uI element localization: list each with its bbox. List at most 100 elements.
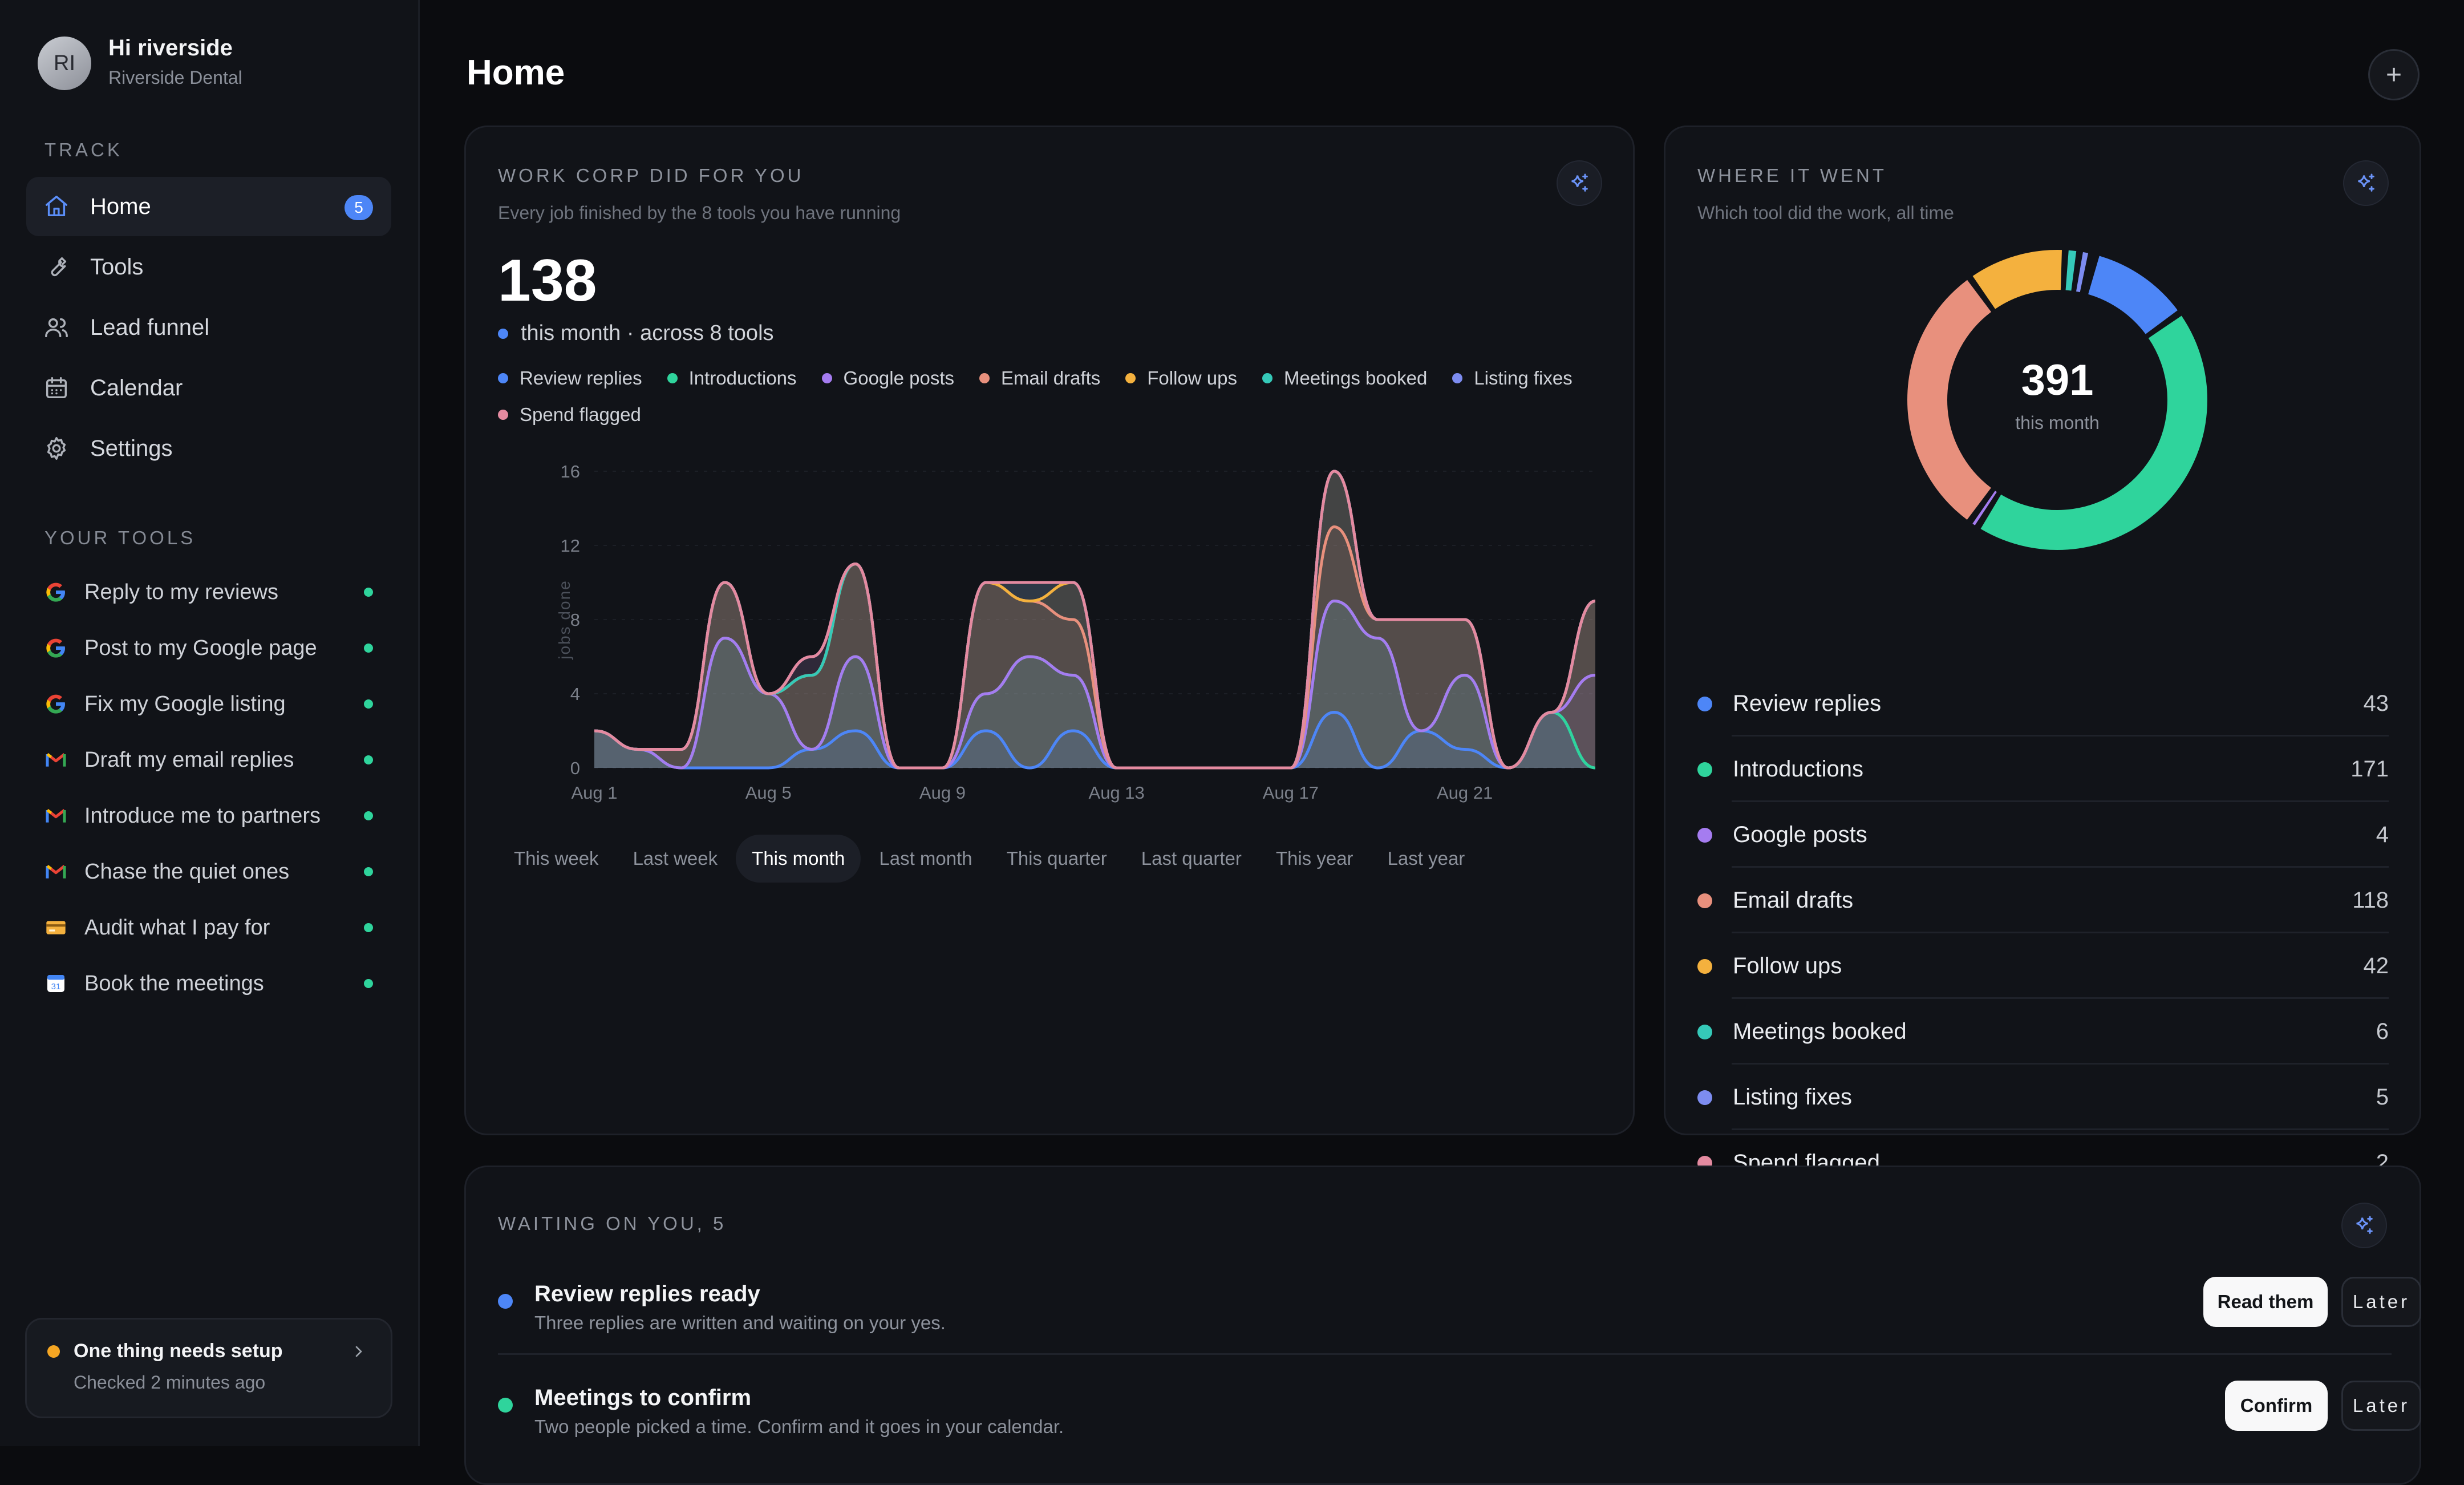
nav-tools[interactable]: Tools <box>26 237 391 297</box>
donut-total: 391 <box>2021 356 2094 404</box>
donut-slice[interactable] <box>1980 315 2207 550</box>
legend-dot <box>667 373 678 383</box>
total-jobs: 138 <box>498 248 597 314</box>
tool-color-dot <box>1697 893 1712 908</box>
where-card: WHERE IT WENT Which tool did the work, a… <box>1664 126 2421 1175</box>
gear-icon <box>47 437 66 460</box>
tool-post-google-page[interactable]: Post to my Google page <box>43 631 380 665</box>
tool-row-label: Introductions <box>1733 756 1864 782</box>
track-heading: TRACK <box>44 139 123 160</box>
chevron-right-icon <box>355 1346 362 1357</box>
later-button[interactable]: Later <box>2341 1277 2421 1327</box>
total-jobs-caption: this month · across 8 tools <box>498 321 774 346</box>
avatar[interactable]: RI <box>38 37 91 90</box>
legend-label: Follow ups <box>1147 367 1237 389</box>
tool-row-label: Review replies <box>1733 691 1882 716</box>
tool-label: Chase the quiet ones <box>84 859 290 884</box>
range-option[interactable]: Last quarter <box>1141 848 1242 869</box>
tool-audit-spend[interactable]: Audit what I pay for <box>43 911 380 945</box>
range-option[interactable]: This quarter <box>1006 848 1107 869</box>
range-option[interactable]: This week <box>514 848 599 869</box>
tool-reply-reviews[interactable]: Reply to my reviews <box>43 575 380 609</box>
tool-introduce-partners[interactable]: Introduce me to partners <box>43 799 380 833</box>
confirm-button[interactable]: Confirm <box>2225 1381 2328 1431</box>
divider <box>1732 997 2389 999</box>
divider <box>1732 866 2389 868</box>
tool-color-dot <box>1697 958 1712 974</box>
work-card-kicker: WORK CORP DID FOR YOU <box>498 165 804 186</box>
divider <box>1732 932 2389 933</box>
legend-item[interactable]: Email drafts <box>979 367 1100 390</box>
status-dot <box>364 588 373 597</box>
tool-chase-quiet-ones[interactable]: Chase the quiet ones <box>43 855 380 889</box>
nav-calendar[interactable]: Calendar <box>26 358 391 418</box>
legend-item[interactable]: Google posts <box>821 367 954 390</box>
page-title: Home <box>467 53 565 92</box>
tool-label: Reply to my reviews <box>84 580 278 604</box>
x-tick-label: Aug 17 <box>1263 783 1319 803</box>
status-dot <box>364 644 373 653</box>
tool-row-value: 43 <box>2363 691 2389 716</box>
tool-draft-email-replies[interactable]: Draft my email replies <box>43 743 380 777</box>
nav-settings[interactable]: Settings <box>26 419 391 478</box>
later-button[interactable]: Later <box>2341 1381 2421 1431</box>
tool-row[interactable]: Review replies 43 <box>1697 671 2389 737</box>
sparkle-icon <box>2356 1216 2373 1234</box>
range-option[interactable]: Last week <box>633 848 718 869</box>
tool-share-donut <box>1907 250 2207 550</box>
ai-insight-button[interactable] <box>1557 160 1602 206</box>
range-option[interactable]: This month <box>736 835 861 883</box>
nav-lead-funnel[interactable]: Lead funnel <box>26 298 391 357</box>
tool-color-dot <box>1697 1090 1712 1105</box>
where-card-kicker: WHERE IT WENT <box>1697 165 1887 186</box>
donut-slice[interactable] <box>1907 280 1992 520</box>
donut-slice[interactable] <box>2088 256 2178 335</box>
y-axis-label: jobs done <box>556 580 573 659</box>
series-line[interactable] <box>594 711 1596 770</box>
legend-item[interactable]: Listing fixes <box>1452 367 1573 390</box>
setup-notice[interactable]: One thing needs setup Checked 2 minutes … <box>25 1318 392 1418</box>
ai-insight-button[interactable] <box>2343 160 2389 206</box>
tool-color-dot <box>1697 1024 1712 1039</box>
google-calendar-icon: 31 <box>43 971 68 996</box>
nav-home[interactable]: Home 5 <box>26 177 391 236</box>
tool-row[interactable]: Follow ups 42 <box>1697 933 2389 999</box>
waiting-item: Review replies ready Three replies are w… <box>498 1264 2421 1355</box>
series-line[interactable] <box>594 600 1596 770</box>
tool-row-label: Listing fixes <box>1733 1085 1852 1110</box>
divider <box>498 1353 2392 1355</box>
legend-dot <box>1452 373 1463 383</box>
series-area <box>594 601 1595 768</box>
ai-insight-button[interactable] <box>2341 1203 2387 1248</box>
donut-slice[interactable] <box>1972 250 2062 310</box>
range-option[interactable]: Last month <box>879 848 972 869</box>
tool-row[interactable]: Introductions 171 <box>1697 737 2389 802</box>
tool-row-value: 42 <box>2363 953 2389 978</box>
donut-slice[interactable] <box>2076 252 2089 293</box>
tool-row[interactable]: Listing fixes 5 <box>1697 1065 2389 1130</box>
tool-color-dot <box>1697 696 1712 711</box>
tool-row[interactable]: Meetings booked 6 <box>1697 999 2389 1065</box>
tool-book-meetings[interactable]: 31 Book the meetings <box>43 966 380 1001</box>
status-dot <box>498 1398 513 1413</box>
legend-label: Meetings booked <box>1283 367 1428 389</box>
read-them-button[interactable]: Read them <box>2203 1277 2328 1327</box>
chart-legend: Review replies Introductions Google posts E… <box>498 367 1616 426</box>
legend-item[interactable]: Introductions <box>667 367 797 390</box>
range-option[interactable]: This year <box>1275 848 1353 869</box>
tool-fix-google-listing[interactable]: Fix my Google listing <box>43 687 380 721</box>
tool-row[interactable]: Google posts 4 <box>1697 802 2389 868</box>
tool-row[interactable]: Email drafts 118 <box>1697 868 2389 933</box>
legend-label: Email drafts <box>1001 367 1101 389</box>
legend-item[interactable]: Follow ups <box>1125 367 1237 390</box>
legend-item[interactable]: Review replies <box>498 367 642 390</box>
range-option[interactable]: Last year <box>1387 848 1465 869</box>
legend-item[interactable]: Meetings booked <box>1262 367 1427 390</box>
donut-slice[interactable] <box>1972 491 1997 525</box>
add-button[interactable]: + <box>2368 49 2420 100</box>
series-line[interactable] <box>594 470 1596 770</box>
range-selector: This week Last week This month Last month Th… <box>498 835 1483 883</box>
legend-item[interactable]: Spend flagged <box>498 403 641 426</box>
donut-slice[interactable] <box>2065 250 2077 291</box>
wrench-icon <box>51 257 67 277</box>
